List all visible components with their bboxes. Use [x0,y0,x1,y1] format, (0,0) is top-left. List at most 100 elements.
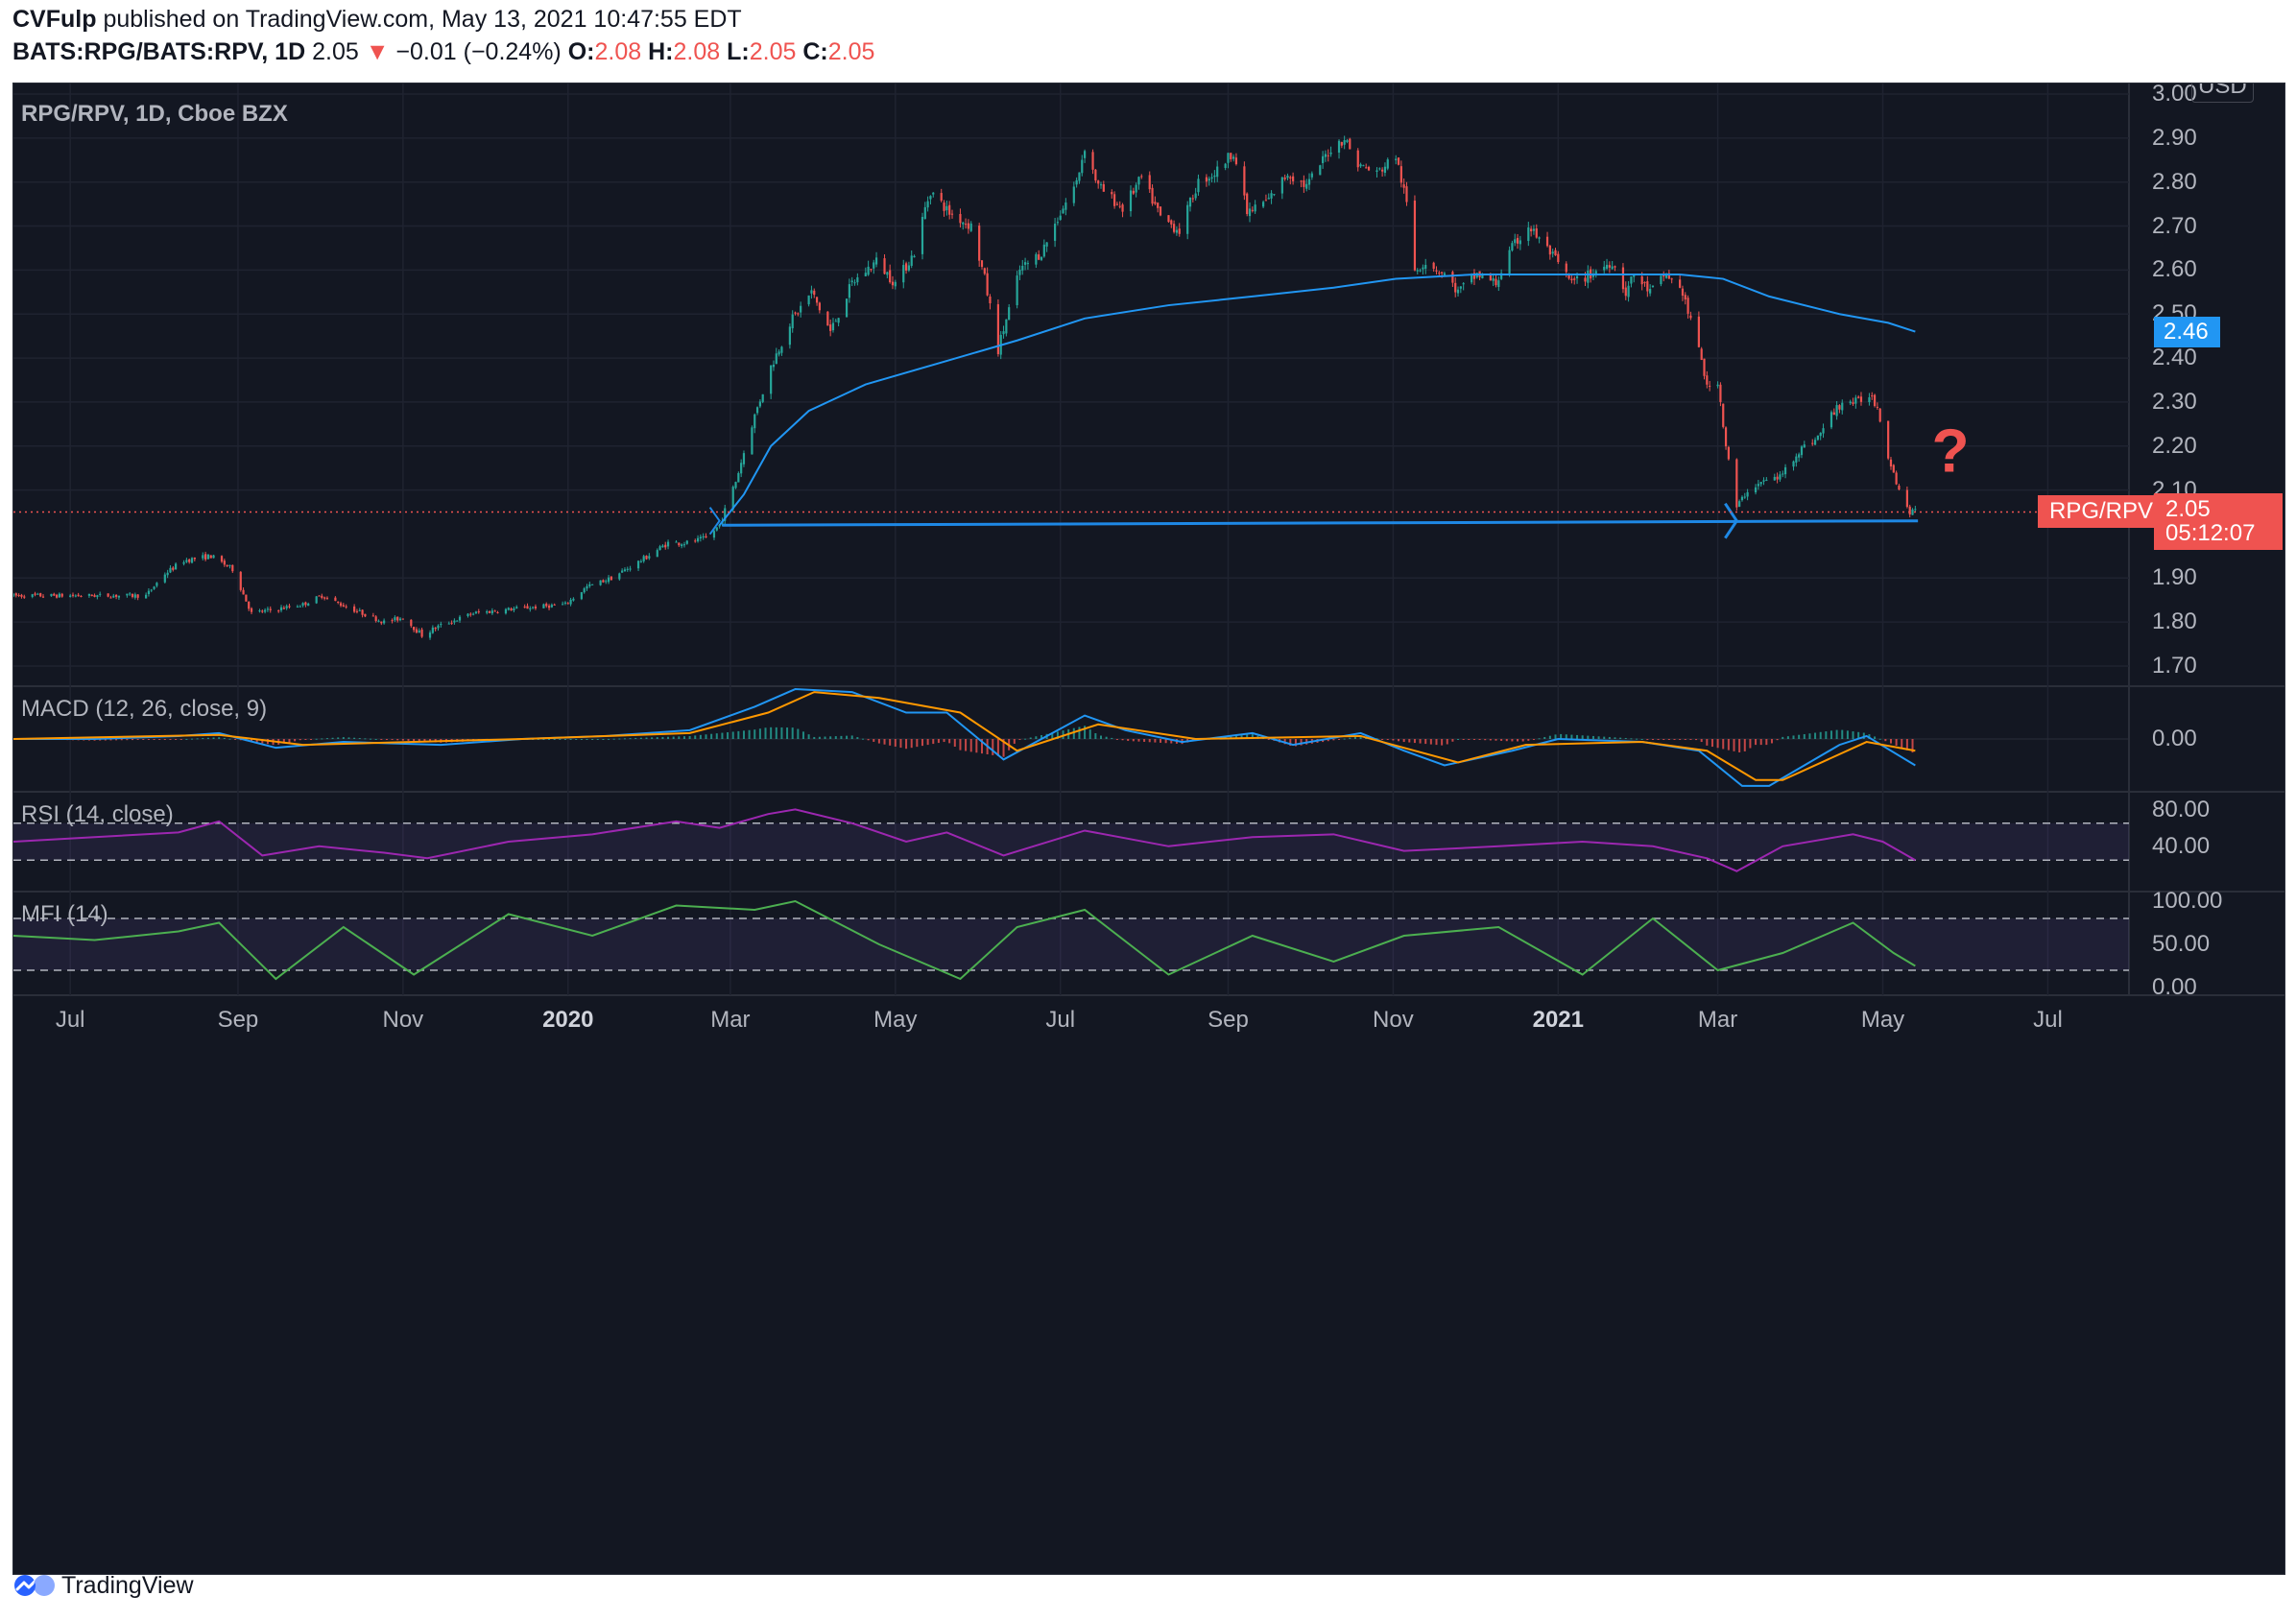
macd-histogram-bar [1349,737,1351,739]
candle-body [661,545,664,548]
candle-body [1621,267,1625,290]
time-tick-label: 2020 [542,1007,594,1033]
candle-body [586,585,588,589]
time-tick-label: Nov [1373,1007,1414,1033]
candle-body [894,281,897,287]
candle-body [1254,204,1256,212]
footer-brand[interactable]: TradingView [13,1566,194,1605]
candle-body [545,604,548,607]
macd-histogram-bar [548,739,551,740]
candle-body [23,596,26,598]
macd-histogram-bar [1792,735,1795,739]
candle-body [323,597,326,599]
macd-histogram-bar [315,738,318,740]
macd-histogram-bar [688,735,691,739]
candle-body [583,588,586,593]
macd-histogram-bar [1565,734,1567,739]
candle-body [1871,395,1874,397]
moving-average-line[interactable] [718,273,1916,526]
mfi-line[interactable] [13,899,1916,981]
candle-body [1898,486,1901,490]
candle-body [753,414,756,429]
candle-body [1765,479,1768,482]
candle-body [883,258,886,274]
open-label: O: [567,38,595,65]
candle-body [1026,263,1030,265]
candle-body [507,608,510,610]
candle-body [959,213,962,224]
macd-histogram-bar [645,737,648,739]
rsi-line[interactable] [13,808,1916,872]
chart-canvas[interactable]: ? [13,83,2284,1574]
candle-body [591,584,594,585]
candle-body [1779,474,1782,480]
currency-badge[interactable]: USD [2191,83,2254,103]
mfi-pane-title[interactable]: MFI (14) [21,901,108,927]
macd-histogram-bar [1429,739,1432,745]
candle-body [932,192,935,195]
candle-body [969,223,972,231]
author-name[interactable]: CVFulp [12,6,97,33]
macd-histogram-bar [153,739,155,740]
time-tick-label: Sep [217,1007,259,1033]
macd-histogram-bar [255,739,258,743]
rsi-pane-title[interactable]: RSI (14, close) [21,801,174,827]
candle-body [605,581,608,583]
macd-histogram-bar [829,736,832,739]
price-tick-label: 2.20 [2152,432,2197,459]
candle-body [188,559,191,562]
candle-body [109,597,112,599]
macd-histogram-bar [1521,739,1524,742]
candle-body [1283,177,1286,179]
candle-body [831,322,835,331]
candle-body [1232,156,1235,159]
arrow-marker-icon[interactable] [1724,502,1739,539]
macd-histogram-bar [1170,739,1173,744]
candle-body [1040,256,1043,260]
candle-body [980,260,984,268]
candle-body [1649,289,1652,294]
candle-body [1511,243,1514,251]
candle-body [1584,277,1587,282]
candle-body [599,580,602,585]
candle-body [398,618,402,621]
question-mark-annotation[interactable]: ? [1931,416,1969,485]
candle-body [1386,159,1389,169]
candle-body [321,595,323,598]
candle-body [1230,153,1232,159]
support-trendline[interactable] [722,519,1919,527]
candle-body [163,574,166,583]
candle-body [636,560,640,569]
candle-body [1016,275,1018,306]
candle-body [212,555,215,559]
candle-body [155,583,158,586]
low-value: 2.05 [749,38,797,65]
candle-body [1188,197,1192,207]
candle-body [1706,375,1709,385]
macd-histogram-bar [1825,731,1828,739]
candle-body [231,564,234,572]
macd-histogram-bar [1640,739,1643,740]
macd-histogram-bar [413,739,416,742]
candle-body [466,613,469,616]
candle-body [664,544,667,548]
macd-histogram-bar [385,739,388,740]
macd-signal-line[interactable] [13,691,1916,781]
candle-body [1102,183,1105,192]
candle-body [1210,177,1213,179]
chart-area[interactable]: ? Jul Sep Nov 2020 Mar May Jul Sep Nov 2021 Mar May… [12,83,2285,1575]
main-pane-title[interactable]: RPG/RPV, 1D, Cboe BZX [21,101,288,127]
macd-histogram-bar [228,738,231,740]
candle-body [114,594,118,597]
candle-body [800,305,802,313]
macd-histogram-bar [202,738,204,740]
macd-histogram-bar [618,738,621,740]
macd-histogram-bar [758,728,761,739]
candle-body [777,351,780,355]
candle-body [1178,228,1181,234]
macd-histogram-bar [850,735,853,739]
arrow-marker-icon[interactable] [708,507,721,536]
candle-body [450,622,453,624]
macd-line[interactable] [13,688,1916,787]
macd-pane-title[interactable]: MACD (12, 26, close, 9) [21,696,268,722]
